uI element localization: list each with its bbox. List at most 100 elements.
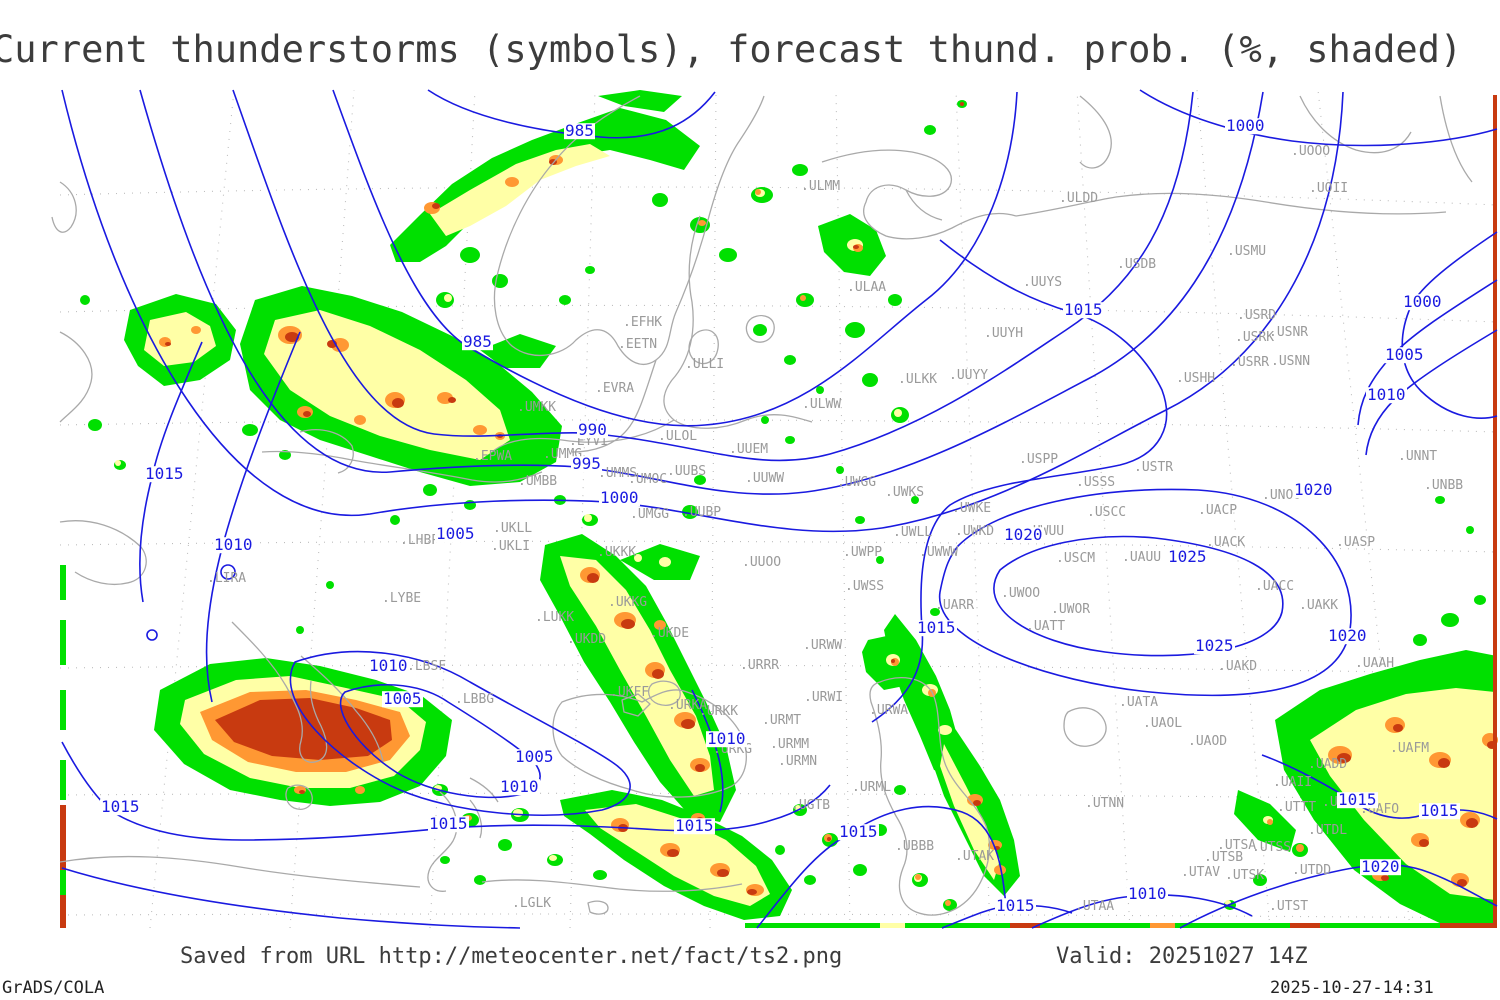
edge-clip-strips xyxy=(60,95,1497,928)
station-label: .UASP xyxy=(1336,534,1376,550)
station-label: .UTSA xyxy=(1217,837,1257,853)
station-label: .UAOL xyxy=(1143,715,1183,731)
station-label: .LIRA xyxy=(207,570,247,586)
station-label: .UTAA xyxy=(1075,898,1115,914)
isobar-label: 995 xyxy=(571,454,602,474)
station-label: .LGLK xyxy=(512,895,552,911)
page-title: Current thunderstorms (symbols), forecas… xyxy=(0,28,1463,71)
station-label: .UMBB xyxy=(518,473,558,489)
station-label: .URML xyxy=(852,779,892,795)
station-label: .USPP xyxy=(1019,451,1059,467)
station-label: .UTSK xyxy=(1225,867,1265,883)
footer-saved-url: Saved from URL http://meteocenter.net/fa… xyxy=(180,944,843,969)
station-label: .UACP xyxy=(1198,502,1238,518)
station-label: .LBSF xyxy=(407,658,447,674)
station-label: .URMM xyxy=(770,736,810,752)
station-label: .UWSS xyxy=(845,578,885,594)
coastline-layer xyxy=(51,95,1473,916)
station-label: .UATA xyxy=(1119,694,1159,710)
isobar-label: 1005 xyxy=(514,747,555,767)
station-label: .UTDD xyxy=(1292,862,1332,878)
station-label: .UUBP xyxy=(682,504,722,520)
footer-timestamp: 2025-10-27-14:31 xyxy=(1270,978,1434,998)
isobar-label: 1015 xyxy=(995,896,1036,916)
isobar-label: 1010 xyxy=(706,729,747,749)
station-label: .ULMM xyxy=(801,178,841,194)
station-label: .UKDD xyxy=(567,631,607,647)
station-label: .UWGG xyxy=(837,474,877,490)
station-label: .EETN xyxy=(618,336,658,352)
station-label: .UUEM xyxy=(729,441,769,457)
station-label: .UTTT xyxy=(1277,799,1317,815)
station-label: .UKKK xyxy=(597,544,637,560)
station-label: .EFHK xyxy=(623,314,663,330)
isobar-label: 1025 xyxy=(1167,547,1208,567)
station-label: .ULDD xyxy=(1059,190,1099,206)
isobar-label: 1015 xyxy=(838,822,879,842)
station-label: .UARR xyxy=(935,597,975,613)
station-label: .UUYH xyxy=(984,325,1024,341)
station-label: .UWWW xyxy=(919,544,959,560)
isobar-label: 1010 xyxy=(368,656,409,676)
station-label: .UTST xyxy=(1269,898,1309,914)
station-label: .LUKK xyxy=(535,609,575,625)
isobar-label: 1020 xyxy=(1327,626,1368,646)
station-label: .USRK xyxy=(1235,329,1275,345)
station-label: .ULAA xyxy=(847,279,887,295)
probability-shading-layer xyxy=(80,90,1498,928)
isobar-label: 990 xyxy=(577,420,608,440)
isobar-label: 1005 xyxy=(435,524,476,544)
isobar-label: 1025 xyxy=(1194,636,1235,656)
isobar-label: 1010 xyxy=(1127,884,1168,904)
station-label: .UGTB xyxy=(791,797,831,813)
station-label: .USTR xyxy=(1134,459,1174,475)
station-label: .UKLL xyxy=(493,520,533,536)
footer-grads-brand: GrADS/COLA xyxy=(2,978,105,998)
station-label: .USRR xyxy=(1230,354,1270,370)
station-label: .UWOO xyxy=(1001,585,1041,601)
isobar-label: 1010 xyxy=(1366,385,1407,405)
station-label: .LYBE xyxy=(382,590,422,606)
station-label: .UNNT xyxy=(1398,448,1438,464)
station-label: .USNR xyxy=(1269,324,1309,340)
station-label: .UATT xyxy=(1026,618,1066,634)
isobar-label: 1000 xyxy=(599,488,640,508)
isobar-label: 1005 xyxy=(382,689,423,709)
isobar-label: 1000 xyxy=(1402,292,1443,312)
station-label: .UMGG xyxy=(630,506,670,522)
station-label: .URKK xyxy=(699,703,739,719)
station-label: .UTAK xyxy=(955,848,995,864)
station-label: .UTSS xyxy=(1252,839,1292,855)
station-label: .URWA xyxy=(869,702,909,718)
station-label: .UTDL xyxy=(1308,822,1348,838)
station-label: .UBBB xyxy=(895,838,935,854)
station-label: .UNBB xyxy=(1424,477,1464,493)
station-label: .USSS xyxy=(1076,474,1116,490)
station-label: .URWI xyxy=(804,689,844,705)
station-label: .LHBP xyxy=(400,532,440,548)
station-label: .UAKD xyxy=(1218,658,1258,674)
isobar-label: 985 xyxy=(462,332,493,352)
station-label: .USCM xyxy=(1056,550,1096,566)
isobar-label: 1015 xyxy=(1419,801,1460,821)
station-label: .UACK xyxy=(1206,534,1246,550)
isobar-label: 1020 xyxy=(1003,525,1044,545)
station-label: .UTSB xyxy=(1204,849,1244,865)
isobar-label: 1015 xyxy=(428,814,469,834)
station-label: .UAUU xyxy=(1122,549,1162,565)
station-label: .UWKD xyxy=(955,523,995,539)
station-label: .UKLI xyxy=(491,538,531,554)
station-label: .UMKK xyxy=(517,399,557,415)
station-label: .UADD xyxy=(1308,756,1348,772)
station-label: .UMOC xyxy=(628,471,668,487)
isobar-label: 1015 xyxy=(1337,790,1378,810)
station-label: .USCC xyxy=(1087,504,1127,520)
station-label: .UUOO xyxy=(742,554,782,570)
station-label: .URRR xyxy=(740,657,780,673)
station-label: .UKFF xyxy=(610,684,650,700)
station-label: .UACC xyxy=(1255,578,1295,594)
station-label: .ULWW xyxy=(802,396,842,412)
isobar-label: 1015 xyxy=(144,464,185,484)
station-label: .UUWW xyxy=(745,470,785,486)
